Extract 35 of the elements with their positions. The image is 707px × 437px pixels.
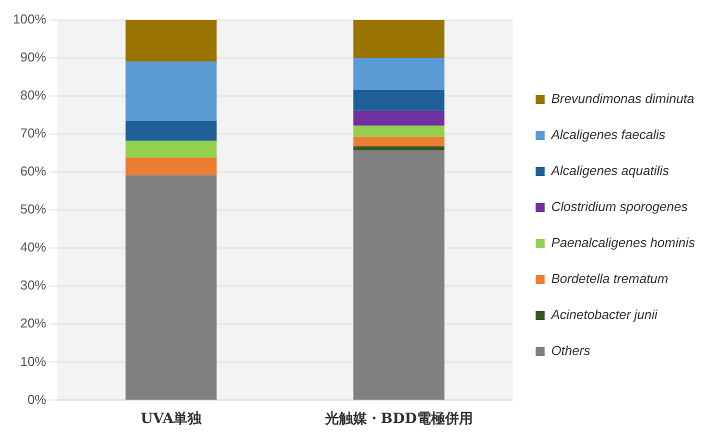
legend-label: Bordetella trematum	[551, 271, 668, 286]
legend-label: Acinetobacter junii	[550, 307, 659, 322]
y-tick-label: 80%	[20, 88, 47, 103]
bar	[353, 58, 444, 90]
bar	[353, 146, 444, 150]
x-tick-label: 光触媒・BDD電極併用	[324, 411, 473, 428]
y-tick-label: 30%	[20, 278, 47, 293]
legend-label: Alcaligenes aquatilis	[550, 163, 670, 178]
bar	[126, 120, 217, 141]
y-tick-label: 0%	[27, 392, 47, 407]
y-tick-label: 10%	[20, 354, 47, 369]
legend-label: Brevundimonas diminuta	[551, 91, 694, 106]
bar	[126, 61, 217, 121]
bar	[353, 126, 444, 137]
bar	[353, 150, 444, 400]
bar	[353, 136, 444, 146]
y-tick-label: 40%	[20, 240, 47, 255]
y-tick-label: 50%	[20, 202, 47, 217]
bar	[353, 90, 444, 111]
legend-label: Clostridium sporogenes	[551, 199, 688, 214]
y-tick-label: 90%	[20, 50, 47, 65]
y-tick-label: 20%	[20, 316, 47, 331]
bar	[353, 20, 444, 58]
y-tick-label: 60%	[20, 164, 47, 179]
bar	[126, 175, 217, 400]
bar	[126, 140, 217, 158]
bar	[126, 158, 217, 176]
bar	[126, 20, 217, 62]
legend-label: Others	[551, 343, 591, 358]
y-tick-label: 100%	[13, 12, 47, 27]
x-tick-label: UVA単独	[140, 411, 203, 428]
bar	[353, 110, 444, 126]
legend-label: Alcaligenes faecalis	[550, 127, 666, 142]
y-tick-label: 70%	[20, 126, 47, 141]
legend-label: Paenalcaligenes hominis	[551, 235, 696, 250]
